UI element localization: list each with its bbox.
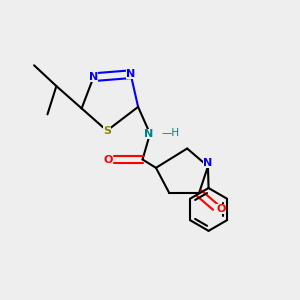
Text: —H: —H — [161, 128, 179, 138]
Text: O: O — [103, 154, 112, 164]
Text: N: N — [89, 72, 98, 82]
Text: N: N — [126, 69, 135, 79]
Text: N: N — [203, 158, 213, 168]
Text: N: N — [144, 129, 153, 139]
Text: O: O — [216, 204, 225, 214]
Text: S: S — [103, 126, 111, 136]
